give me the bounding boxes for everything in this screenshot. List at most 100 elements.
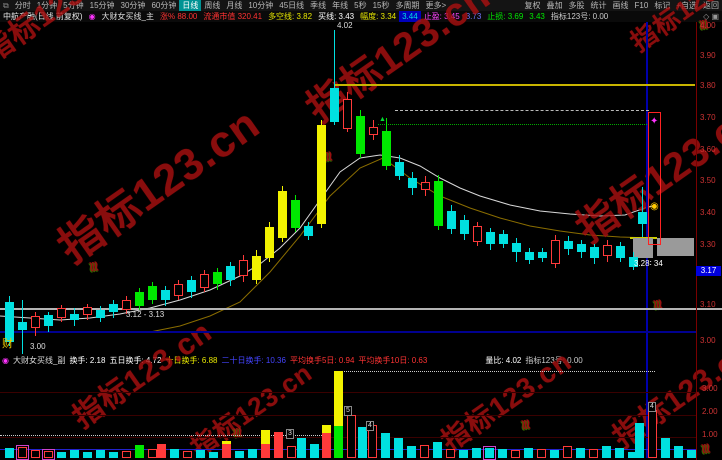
candle — [252, 256, 261, 280]
period-tab-分时[interactable]: 分时 — [14, 1, 31, 10]
volume-count-label: 4 — [366, 421, 374, 431]
volume-bar — [261, 444, 270, 458]
volume-bar — [498, 449, 507, 458]
period-tab-日线[interactable]: 日线 — [179, 0, 202, 11]
volume-bar — [135, 445, 144, 458]
candle — [590, 247, 599, 258]
price-axis-label: 3.30 — [700, 240, 716, 249]
volume-bar — [44, 451, 53, 458]
volume-dotted-line — [338, 371, 655, 372]
period-tab-5秒[interactable]: 5秒 — [354, 1, 367, 10]
stock-title: 中航产融(日线 前复权) — [3, 12, 83, 21]
vol-stat-5: 二十日换手: 10.36 — [221, 356, 286, 365]
candle — [304, 226, 313, 236]
candle — [369, 127, 378, 135]
period-tab-1分钟[interactable]: 1分钟 — [36, 1, 58, 10]
volume-bar — [347, 415, 356, 458]
volume-bar — [209, 452, 218, 458]
candle — [317, 125, 326, 224]
candle — [408, 178, 417, 188]
volume-bar — [394, 438, 403, 458]
period-tab-5分钟[interactable]: 5分钟 — [63, 1, 84, 10]
candle — [57, 308, 66, 318]
period-tab-15秒[interactable]: 15秒 — [372, 1, 390, 10]
main-indicator-name[interactable]: 大财女买线_主 — [101, 12, 154, 21]
volume-bar — [661, 438, 670, 458]
candle — [18, 322, 27, 330]
period-tab-年线[interactable]: 年线 — [332, 1, 349, 10]
stat-item-2: 多空线: 3.82 — [268, 12, 313, 21]
candle — [148, 286, 157, 300]
volume-bar — [157, 444, 166, 458]
candle — [109, 304, 118, 312]
volume-bar — [96, 450, 105, 458]
volume-bar — [122, 451, 131, 458]
candle — [200, 274, 209, 288]
volume-bar — [537, 449, 546, 458]
period-tab-45日线[interactable]: 45日线 — [279, 1, 305, 10]
titlebar-corner-icons[interactable]: ◇ ▣ — [703, 12, 719, 21]
period-tab-多周期[interactable]: 多周期 — [395, 1, 420, 10]
volume-bar — [222, 441, 231, 444]
candle — [96, 310, 105, 318]
stat-item-8: 止损: 3.69 — [487, 12, 524, 21]
volume-bar — [83, 452, 92, 458]
price-axis-label: 3.10 — [700, 300, 716, 309]
white-dashed-line — [395, 110, 649, 111]
menu-button-返回[interactable]: 返回 — [703, 1, 719, 10]
candle — [356, 116, 365, 154]
volume-bar — [261, 430, 270, 444]
volume-grid-line — [0, 392, 696, 393]
candle — [577, 244, 586, 252]
period-tab-季线[interactable]: 季线 — [310, 1, 327, 10]
menu-button-标记[interactable]: 标记 — [654, 1, 671, 10]
price-axis-label: 3.70 — [700, 113, 716, 122]
volume-dotted-line — [0, 435, 330, 436]
forecast-gray-box-1 — [657, 238, 694, 256]
period-tab-60分钟[interactable]: 60分钟 — [151, 1, 177, 10]
volume-bar — [334, 426, 343, 458]
volume-bar — [550, 450, 559, 458]
period-tab-周线[interactable]: 周线 — [204, 1, 221, 10]
vol-stat-7: 平均换手10日: 0.63 — [358, 356, 428, 365]
volume-bar — [407, 446, 416, 458]
gray-resistance-line — [0, 308, 722, 310]
chart-annotation-2: 3.00 — [30, 342, 46, 351]
volume-bar — [687, 450, 696, 458]
period-tab-15分钟[interactable]: 15分钟 — [89, 1, 115, 10]
sub-indicator-header: ◉ 大财女买线_副 换手: 2.18 五日换手: 4.72 十日换手: 6.88 二十日换… — [0, 352, 722, 369]
volume-bar — [511, 450, 520, 458]
menu-button-统计[interactable]: 统计 — [590, 1, 607, 10]
volume-bar — [358, 427, 367, 458]
volume-bar — [589, 449, 598, 458]
menu-button-复权[interactable]: 复权 — [524, 1, 541, 10]
stat-item-6: 止盈: 3.45 — [423, 12, 460, 21]
indicator-icon: ◉ — [88, 12, 96, 21]
period-tab-更多>[interactable]: 更多> — [425, 1, 447, 10]
main-chart-canvas[interactable] — [0, 22, 722, 460]
menu-button-画线[interactable]: 画线 — [612, 1, 629, 10]
period-tab-月线[interactable]: 月线 — [226, 1, 243, 10]
candle — [538, 252, 547, 258]
volume-bar — [70, 450, 79, 458]
signal-highlight-box — [648, 112, 661, 245]
volume-bar — [485, 448, 494, 458]
stat-item-9: 3.43 — [529, 12, 545, 21]
volume-bar — [322, 433, 331, 458]
volume-bar — [170, 449, 179, 458]
menu-button-叠加[interactable]: 叠加 — [546, 1, 563, 10]
candle — [5, 302, 14, 342]
volume-count-label: 4 — [648, 402, 656, 412]
period-tab-30分钟[interactable]: 30分钟 — [120, 1, 146, 10]
vol-stat-9: 量比: 4.02 — [485, 356, 522, 365]
menu-button-多股[interactable]: 多股 — [568, 1, 585, 10]
menu-button-F10[interactable]: F10 — [634, 1, 649, 10]
stat-item-10: 指标123号: 0.00 — [550, 12, 609, 21]
period-tab-10分钟[interactable]: 10分钟 — [248, 1, 274, 10]
candle — [395, 162, 404, 176]
signal-icon-2: ▲ — [379, 116, 386, 123]
price-axis-label: 3.80 — [700, 81, 716, 90]
volume-bar — [524, 448, 533, 458]
vol-stat-3: 五日换手: 4.72 — [109, 356, 162, 365]
menu-button-+自选[interactable]: +自选 — [676, 1, 697, 10]
